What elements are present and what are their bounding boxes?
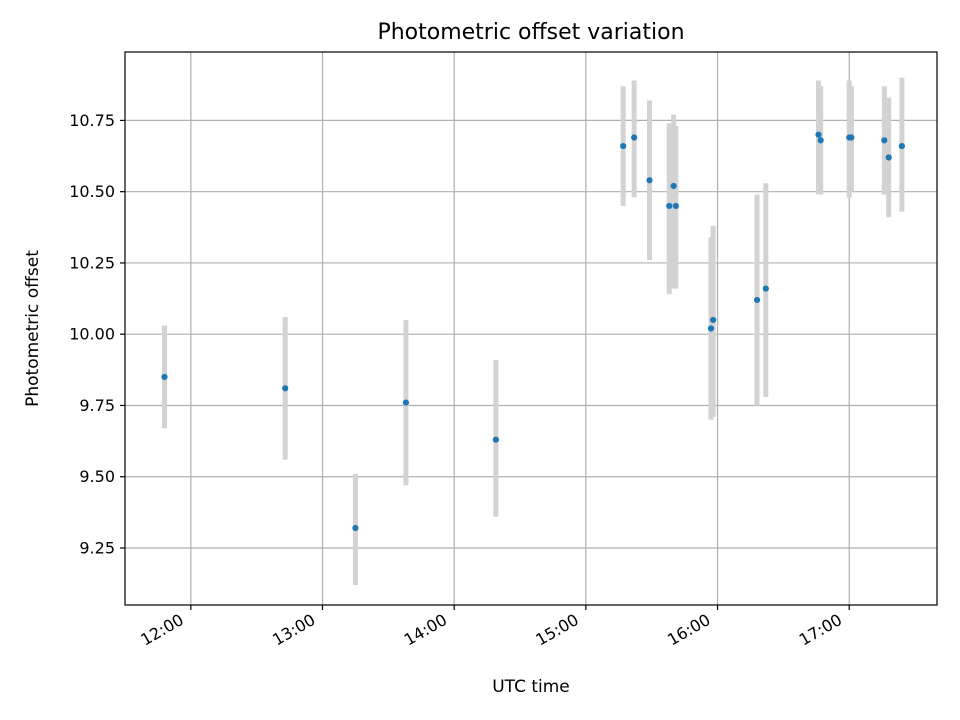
data-point-3 — [402, 399, 410, 406]
data-point-21 — [898, 142, 905, 150]
grid-layer — [125, 52, 937, 605]
data-point-2 — [352, 524, 359, 532]
y-tick-label-6: 10.75 — [69, 111, 115, 130]
data-point-4 — [492, 436, 499, 443]
data-point-12 — [710, 316, 717, 324]
y-tick-label-0: 9.25 — [79, 538, 115, 557]
data-point-18 — [848, 134, 855, 141]
data-point-10 — [672, 202, 679, 210]
data-point-9 — [670, 182, 677, 190]
data-point-0 — [161, 373, 168, 381]
data-point-1 — [282, 385, 289, 392]
y-tick-label-3: 10.00 — [69, 325, 115, 344]
chart-title: Photometric offset variation — [377, 20, 684, 45]
data-point-15 — [815, 131, 822, 138]
data-point-5 — [620, 142, 627, 150]
x-axis-label: UTC time — [492, 677, 570, 697]
data-point-20 — [885, 154, 892, 161]
y-axis-label: Photometric offset — [23, 250, 43, 407]
data-point-8 — [666, 202, 673, 210]
point-layer — [161, 131, 905, 532]
data-point-14 — [762, 285, 769, 292]
plot-frame — [124, 51, 938, 606]
y-tick-label-5: 10.50 — [69, 182, 115, 201]
y-tick-label-1: 9.50 — [79, 467, 115, 486]
y-tick-label-4: 10.25 — [69, 253, 115, 272]
data-point-19 — [881, 137, 888, 144]
data-point-7 — [646, 177, 653, 184]
data-point-16 — [817, 137, 824, 144]
data-point-13 — [753, 296, 761, 304]
data-point-6 — [631, 134, 638, 141]
data-point-11 — [707, 325, 715, 332]
y-tick-label-2: 9.75 — [79, 396, 115, 415]
